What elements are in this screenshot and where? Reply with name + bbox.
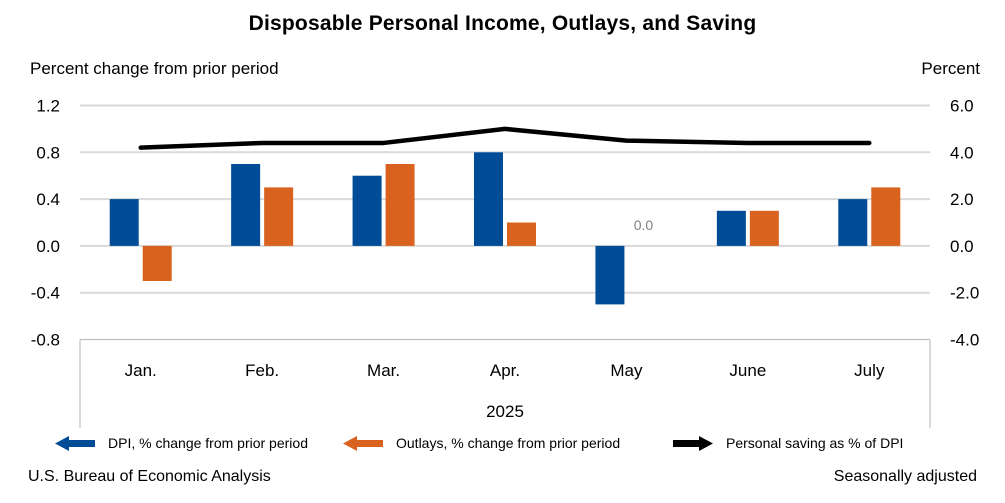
year-label: 2025 (486, 402, 524, 421)
bar-outlays (871, 187, 901, 246)
tick-label-right: 6.0 (950, 97, 974, 116)
bar-outlays (749, 210, 779, 246)
tick-label-right: 0.0 (950, 237, 974, 256)
chart-title: Disposable Personal Income, Outlays, and… (248, 12, 757, 35)
legend-item-dpi: DPI, % change from prior period (55, 432, 308, 454)
month-label: June (729, 361, 766, 380)
month-label: Apr. (490, 361, 520, 380)
tick-label-right: 4.0 (950, 143, 974, 162)
bar-outlays (385, 164, 415, 246)
zero-value-label: 0.0 (634, 217, 654, 233)
bar-outlays (142, 245, 172, 281)
outlays-left-arrow-icon (343, 435, 383, 451)
bar-dpi (838, 199, 868, 246)
left-axis-caption: Percent change from prior period (30, 59, 279, 78)
tick-label-right: 2.0 (950, 190, 974, 209)
bar-dpi (352, 175, 382, 246)
bar-dpi (109, 199, 139, 246)
bar-dpi (231, 164, 261, 246)
tick-label-left: 0.0 (36, 237, 60, 256)
source-note: U.S. Bureau of Economic Analysis (28, 468, 271, 485)
saving-line (138, 126, 872, 150)
tick-label-left: 0.8 (36, 143, 60, 162)
tick-label-left: -0.4 (31, 284, 60, 303)
month-label: Feb. (245, 361, 279, 380)
bar-dpi (595, 245, 625, 305)
month-label: May (610, 361, 643, 380)
tick-label-right: -2.0 (950, 284, 979, 303)
tick-label-left: 0.4 (36, 190, 60, 209)
month-label: Mar. (367, 361, 400, 380)
bar-dpi (716, 210, 746, 246)
adjustment-note: Seasonally adjusted (833, 468, 977, 485)
legend-label-dpi: DPI, % change from prior period (108, 435, 308, 451)
legend-label-saving: Personal saving as % of DPI (726, 435, 904, 451)
legend-label-outlays: Outlays, % change from prior period (396, 435, 621, 451)
tick-label-right: -4.0 (950, 331, 979, 350)
bar-dpi (474, 152, 503, 246)
tick-label-left: 1.2 (36, 97, 60, 116)
bar-outlays (264, 187, 294, 246)
right-axis-caption: Percent (921, 59, 980, 78)
month-label: July (854, 361, 885, 380)
dpi-left-arrow-icon (55, 435, 95, 451)
legend-item-outlays: Outlays, % change from prior period (343, 432, 620, 454)
tick-label-left: -0.8 (31, 331, 60, 350)
month-label: Jan. (125, 361, 157, 380)
legend-item-saving: Personal saving as % of DPI (673, 432, 903, 454)
bar-outlays (507, 222, 536, 246)
saving-right-arrow-icon (673, 435, 713, 451)
